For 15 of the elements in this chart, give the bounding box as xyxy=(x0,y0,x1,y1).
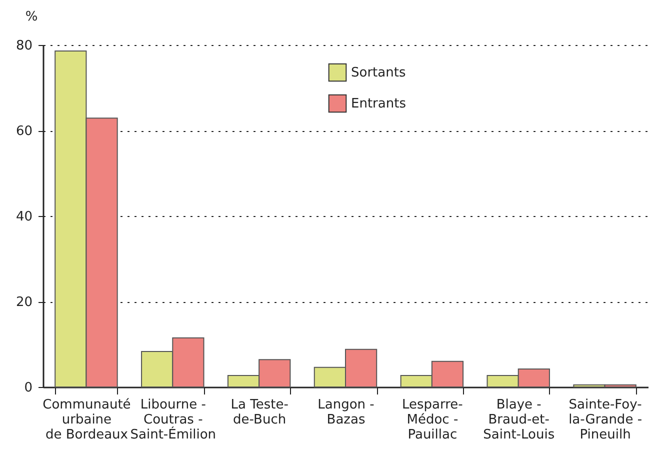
x-tick-label: Sainte-Foy- la-Grande - Pineuilh xyxy=(568,398,642,442)
x-tick-label: Blaye - Braud-et- Saint-Louis xyxy=(483,398,555,442)
x-tick-label: Lesparre- Médoc - Pauillac xyxy=(402,398,464,442)
x-tick-label: Langon - Bazas xyxy=(318,398,375,428)
x-tick-label: Communauté urbaine de Bordeaux xyxy=(42,398,131,442)
y-tick-label: 60 xyxy=(16,124,32,139)
x-tick-label: Libourne - Coutras - Saint-Émilion xyxy=(130,398,216,442)
y-tick-label: 40 xyxy=(16,210,32,224)
y-tick-label: 80 xyxy=(16,38,32,54)
legend-label: Sortants xyxy=(351,66,406,80)
y-tick-label: 20 xyxy=(16,295,32,310)
y-axis-title: % xyxy=(25,10,38,24)
legend-label: Entrants xyxy=(351,96,406,112)
y-tick-label: 0 xyxy=(24,380,32,396)
x-tick-label: La Teste- de-Buch xyxy=(230,398,289,428)
